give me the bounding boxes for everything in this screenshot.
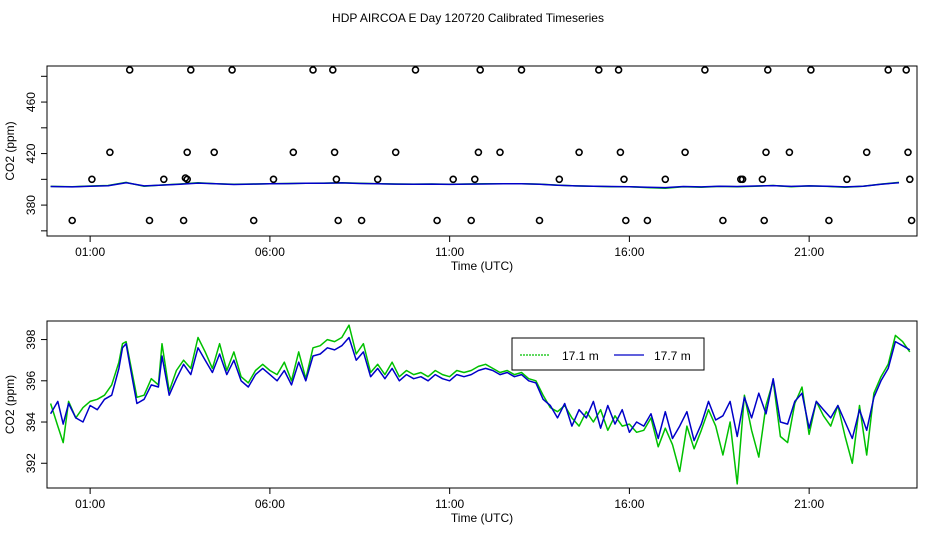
y-tick-label: 380 — [24, 195, 38, 215]
data-point — [517, 66, 526, 74]
data-point — [210, 148, 218, 157]
data-point — [862, 148, 871, 157]
bottom-panel: 01:00 06:00 11:00 16:00 21:00 392 394 396 398 Tim… — [3, 320, 918, 525]
legend-label-17-1: 17.1 m — [562, 349, 599, 363]
data-point — [179, 216, 188, 225]
data-point — [474, 148, 483, 157]
x-tick-label: 01:00 — [75, 245, 105, 259]
data-point — [763, 66, 772, 74]
legend-box — [511, 337, 705, 371]
x-tick-label: 21:00 — [794, 497, 824, 511]
y-tick-label: 398 — [24, 329, 38, 349]
data-point — [328, 66, 337, 74]
data-point — [758, 175, 767, 184]
y-axis-label: CO2 (ppm) — [3, 375, 17, 434]
data-point — [449, 175, 458, 184]
y-tick-label: 460 — [24, 92, 38, 112]
data-point — [594, 66, 603, 74]
x-tick-label: 11:00 — [435, 497, 464, 511]
data-point — [125, 66, 134, 74]
data-point — [535, 216, 544, 225]
x-axis-label: Time (UTC) — [451, 511, 513, 525]
x-tick-label: 16:00 — [614, 497, 644, 511]
data-point — [411, 66, 420, 74]
y-tick-label: 396 — [24, 370, 38, 390]
y-tick-label: 420 — [24, 143, 38, 163]
data-point — [249, 216, 258, 225]
data-point — [496, 148, 504, 157]
x-tick-label: 11:00 — [435, 245, 464, 259]
x-tick-label: 21:00 — [794, 245, 824, 259]
data-point — [88, 175, 96, 184]
series-line-green — [49, 324, 911, 485]
data-point — [825, 216, 833, 225]
x-tick-label: 06:00 — [255, 245, 285, 259]
data-point — [187, 66, 195, 74]
data-point — [470, 175, 479, 184]
plot-frame — [46, 65, 918, 237]
data-point — [884, 66, 893, 74]
data-point — [621, 216, 630, 225]
x-axis-label: Time (UTC) — [451, 259, 513, 273]
data-point — [106, 148, 114, 157]
data-point — [183, 175, 191, 184]
data-point — [785, 148, 794, 157]
y-axis-label: CO2 (ppm) — [3, 121, 17, 180]
figure-title: HDP AIRCOA E Day 120720 Calibrated Times… — [332, 11, 604, 25]
data-point — [467, 216, 476, 225]
data-point — [661, 175, 670, 184]
data-point — [905, 175, 914, 184]
data-point — [334, 216, 343, 225]
data-point — [762, 148, 770, 157]
x-tick-label: 06:00 — [255, 497, 285, 511]
data-point — [904, 148, 912, 157]
plot-frame — [46, 320, 918, 489]
data-point — [843, 175, 851, 184]
data-point — [701, 66, 709, 74]
x-tick-label: 16:00 — [614, 245, 644, 259]
data-point — [145, 216, 154, 225]
y-tick-label: 392 — [24, 453, 38, 473]
data-point — [738, 175, 747, 184]
top-panel: 01:00 06:00 11:00 16:00 21:00 380 420 460 Time (… — [3, 65, 918, 273]
y-tick-label: 394 — [24, 412, 38, 432]
data-point — [160, 175, 168, 184]
data-point — [760, 216, 769, 225]
data-point — [476, 66, 485, 74]
data-point — [332, 175, 341, 184]
data-point — [269, 175, 278, 184]
data-point — [681, 148, 689, 157]
data-point — [68, 216, 76, 225]
data-point — [907, 216, 916, 225]
data-point — [357, 216, 366, 225]
data-point — [373, 175, 382, 184]
data-point — [433, 216, 441, 225]
data-point — [330, 148, 339, 157]
data-point — [643, 216, 652, 225]
data-point — [902, 66, 911, 74]
data-point — [289, 148, 298, 157]
data-point — [183, 148, 191, 157]
data-point — [719, 216, 727, 225]
data-point — [228, 66, 236, 74]
data-point — [391, 148, 400, 157]
legend-label-17-7: 17.7 m — [654, 349, 691, 363]
data-point — [614, 66, 623, 74]
series-line-blue — [49, 336, 911, 442]
series-line-blue — [50, 181, 900, 189]
data-point — [575, 148, 583, 157]
data-point — [807, 66, 815, 74]
x-tick-label: 01:00 — [75, 497, 105, 511]
data-point — [616, 148, 625, 157]
data-point — [309, 66, 317, 74]
legend: 17.1 m 17.7 m — [511, 337, 705, 371]
data-point — [555, 175, 564, 184]
data-point — [620, 175, 628, 184]
